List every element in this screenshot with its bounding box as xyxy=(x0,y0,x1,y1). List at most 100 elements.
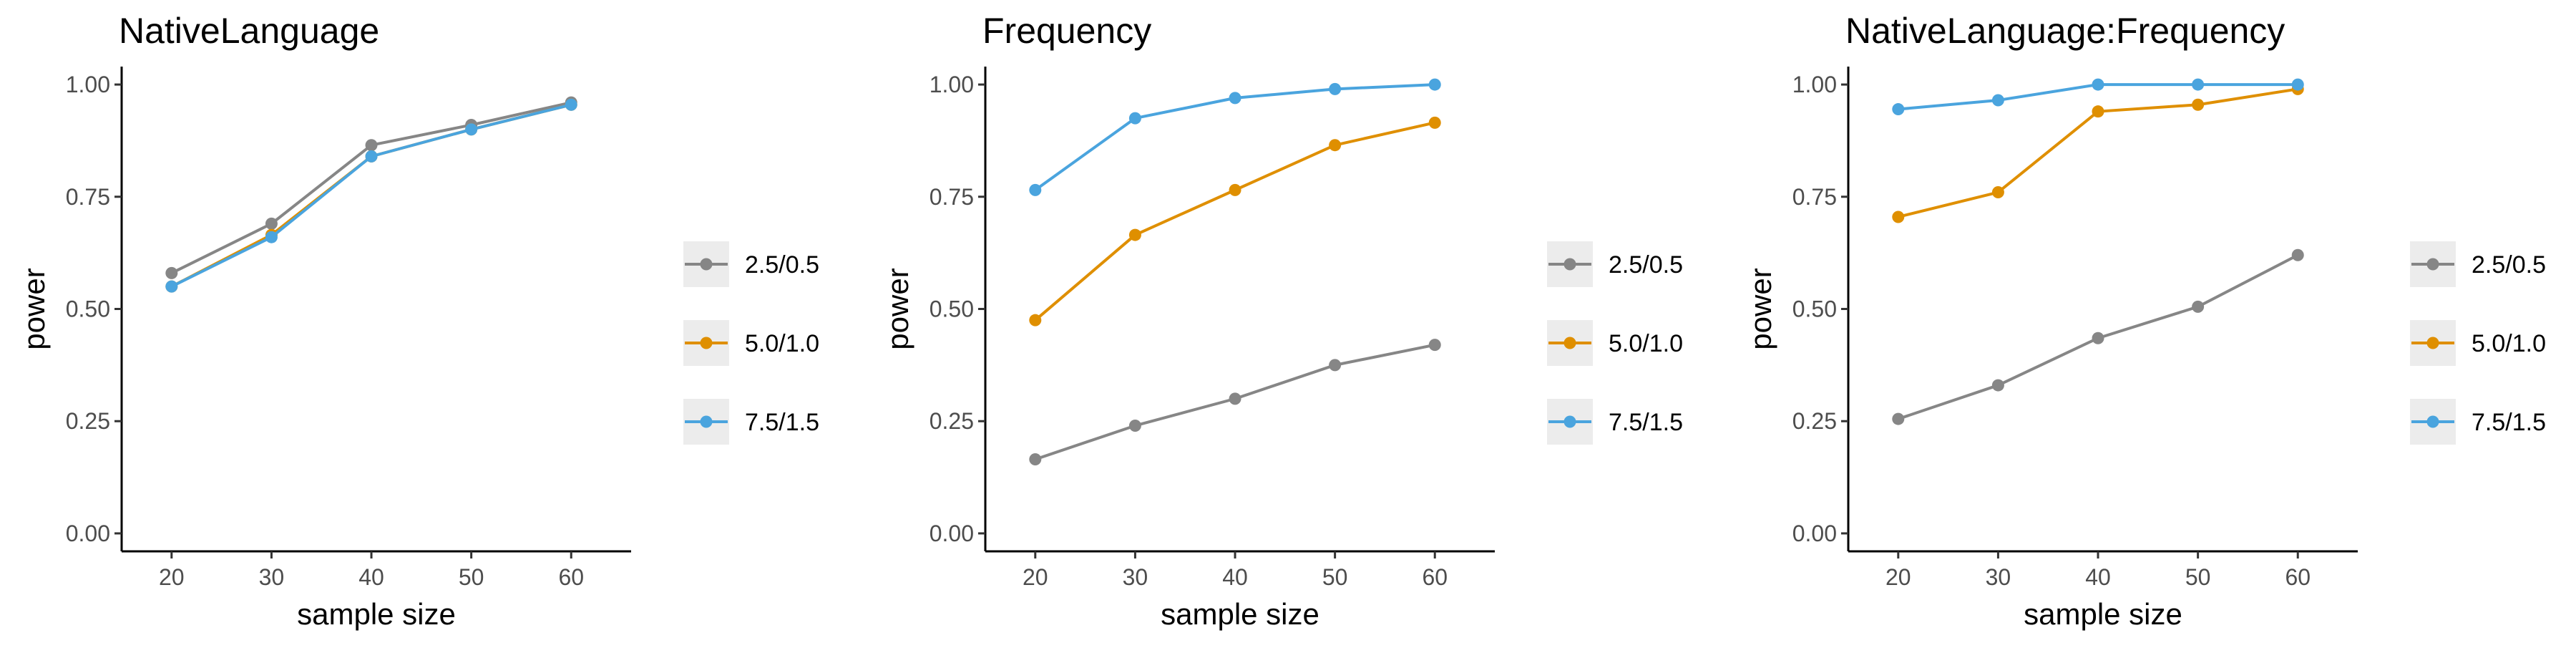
legend: 2.5/0.5 5.0/1.0 7.5/1.5 xyxy=(1547,241,1683,445)
legend-key-point xyxy=(1563,337,1576,349)
legend-key-point xyxy=(700,415,713,428)
data-point-1-4 xyxy=(1329,359,1342,372)
series-line-3 xyxy=(170,103,572,288)
y-axis-label: power xyxy=(881,268,914,349)
x-tick-label: 50 xyxy=(2185,564,2211,590)
legend-key-point xyxy=(700,258,713,271)
y-tick-label: 0.75 xyxy=(930,184,974,210)
y-tick-label: 0.75 xyxy=(66,184,110,210)
legend-key-point xyxy=(1563,415,1576,428)
x-axis-label: sample size xyxy=(297,597,456,631)
y-tick-label: 0.25 xyxy=(66,408,110,434)
data-point-2-2 xyxy=(1991,186,2004,199)
series-line-1 xyxy=(170,101,572,275)
y-tick-label: 1.00 xyxy=(1792,72,1837,97)
data-point-2-3 xyxy=(1229,183,1241,196)
legend-label: 2.5/0.5 xyxy=(1609,251,1683,279)
data-point-1-3 xyxy=(2092,332,2104,344)
data-point-3-5 xyxy=(2291,78,2304,91)
legend-label: 5.0/1.0 xyxy=(1609,330,1683,357)
data-point-3-2 xyxy=(1128,112,1141,125)
data-point-3-1 xyxy=(1029,183,1042,196)
x-tick-label: 40 xyxy=(358,564,384,590)
panel-2: Frequency 0.00 0.25 0.50 0.75 1.00 20 30 40 50 60 s… xyxy=(881,11,1683,631)
data-point-3-3 xyxy=(2092,78,2104,91)
data-point-1-5 xyxy=(1428,339,1441,352)
data-point-3-1 xyxy=(1892,103,1905,116)
y-axis-label: power xyxy=(1744,268,1777,349)
data-point-1-1 xyxy=(165,266,178,279)
data-point-1-5 xyxy=(2291,248,2304,261)
x-tick-label: 40 xyxy=(2085,564,2111,590)
data-point-1-3 xyxy=(1229,392,1241,405)
x-tick-label: 60 xyxy=(2285,564,2311,590)
x-tick-label: 40 xyxy=(1222,564,1248,590)
x-tick-label: 30 xyxy=(1123,564,1148,590)
data-point-2-3 xyxy=(2092,105,2104,118)
y-tick-label: 0.00 xyxy=(1792,521,1837,546)
legend-key-point xyxy=(1563,258,1576,271)
data-point-1-2 xyxy=(265,217,278,230)
data-point-3-3 xyxy=(1229,92,1241,105)
y-tick-label: 1.00 xyxy=(930,72,974,97)
legend-label: 7.5/1.5 xyxy=(1609,409,1683,436)
chart-title: NativeLanguage:Frequency xyxy=(1845,11,2285,51)
data-point-1-2 xyxy=(1991,379,2004,392)
x-tick-label: 50 xyxy=(1322,564,1348,590)
data-point-1-1 xyxy=(1892,412,1905,425)
x-tick-label: 30 xyxy=(1986,564,2011,590)
chart-title: NativeLanguage xyxy=(119,11,379,51)
y-tick-label: 0.00 xyxy=(66,521,110,546)
data-point-2-1 xyxy=(1892,211,1905,223)
y-tick-label: 0.25 xyxy=(1792,408,1837,434)
legend: 2.5/0.5 5.0/1.0 7.5/1.5 xyxy=(683,241,819,445)
y-tick-label: 0.50 xyxy=(930,296,974,322)
data-point-1-2 xyxy=(1128,419,1141,432)
panel-3: NativeLanguage:Frequency 0.00 0.25 0.50 0.75… xyxy=(1744,11,2546,631)
series-line-2 xyxy=(170,103,572,288)
data-point-3-5 xyxy=(1428,78,1441,91)
data-point-3-4 xyxy=(2192,78,2205,91)
legend-key-point xyxy=(2426,415,2439,428)
x-tick-label: 20 xyxy=(1885,564,1911,590)
panel-1: NativeLanguage 0.00 0.25 0.50 0.75 1.00 20 30 40… xyxy=(17,11,819,631)
data-point-1-1 xyxy=(1029,453,1042,465)
x-tick-label: 50 xyxy=(459,564,484,590)
legend-label: 2.5/0.5 xyxy=(745,251,819,279)
legend-label: 2.5/0.5 xyxy=(2472,251,2546,279)
data-point-2-2 xyxy=(1128,228,1141,241)
x-tick-label: 20 xyxy=(1023,564,1048,590)
y-tick-label: 0.25 xyxy=(930,408,974,434)
x-tick-label: 30 xyxy=(259,564,285,590)
data-point-3-5 xyxy=(565,98,577,111)
data-point-3-4 xyxy=(1329,82,1342,95)
y-axis-label: power xyxy=(17,268,51,349)
legend-label: 7.5/1.5 xyxy=(2472,409,2546,436)
legend-key-point xyxy=(2426,258,2439,271)
y-tick-label: 0.00 xyxy=(930,521,974,546)
x-axis-label: sample size xyxy=(1161,597,1319,631)
data-point-2-4 xyxy=(2192,98,2205,111)
x-axis-label: sample size xyxy=(2024,597,2182,631)
data-point-3-3 xyxy=(365,150,378,163)
legend-key-point xyxy=(2426,337,2439,349)
data-point-2-5 xyxy=(1428,116,1441,129)
data-point-3-2 xyxy=(265,231,278,243)
y-tick-label: 0.75 xyxy=(1792,184,1837,210)
x-tick-label: 60 xyxy=(558,564,584,590)
y-tick-label: 0.50 xyxy=(1792,296,1837,322)
data-point-1-4 xyxy=(2192,300,2205,313)
x-tick-label: 60 xyxy=(1422,564,1448,590)
chart-title: Frequency xyxy=(982,11,1151,51)
legend: 2.5/0.5 5.0/1.0 7.5/1.5 xyxy=(2410,241,2546,445)
data-point-2-4 xyxy=(1329,139,1342,152)
y-tick-label: 1.00 xyxy=(66,72,110,97)
legend-key-point xyxy=(700,337,713,349)
legend-label: 7.5/1.5 xyxy=(745,409,819,436)
data-point-3-2 xyxy=(1991,94,2004,107)
data-point-3-1 xyxy=(165,280,178,293)
series-line-2 xyxy=(1034,121,1435,321)
data-point-2-1 xyxy=(1029,314,1042,327)
